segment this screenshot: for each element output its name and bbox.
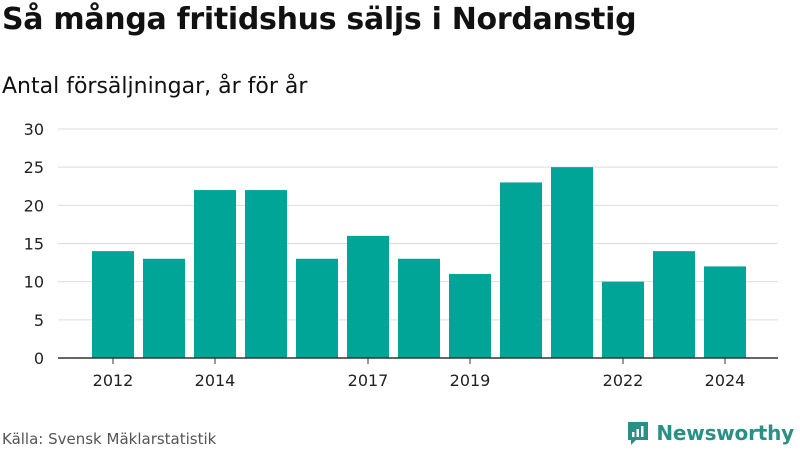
bar-2014 [194, 190, 236, 358]
x-tick-label: 2024 [705, 371, 746, 390]
y-tick-label: 5 [34, 311, 44, 330]
bar-2017 [347, 235, 389, 358]
bar-2023 [653, 251, 695, 358]
y-tick-label: 25 [24, 158, 44, 177]
bar-2012 [92, 251, 134, 358]
source-note: Källa: Svensk Mäklarstatistik [2, 430, 217, 448]
x-tick-label: 2014 [195, 371, 236, 390]
chart-title: Så många fritidshus säljs i Nordanstig [2, 2, 637, 37]
x-tick-label: 2012 [93, 371, 134, 390]
bar-2013 [143, 258, 185, 358]
y-tick-label: 15 [24, 235, 44, 254]
brand-logo: Newsworthy [626, 420, 794, 446]
x-tick-label: 2022 [603, 371, 644, 390]
bar-2015 [245, 190, 287, 358]
bar-2024 [704, 266, 746, 358]
bar-2022 [602, 281, 644, 358]
newsworthy-logo-icon [628, 422, 649, 445]
bar-2019 [449, 274, 491, 358]
y-tick-label: 30 [24, 120, 44, 139]
bar-2016 [296, 258, 338, 358]
chart-subtitle: Antal försäljningar, år för år [2, 74, 308, 99]
bar-2020 [500, 182, 542, 358]
y-tick-label: 10 [24, 273, 44, 292]
x-tick-label: 2019 [450, 371, 491, 390]
brand-name: Newsworthy [656, 421, 794, 445]
y-tick-label: 20 [24, 196, 44, 215]
bar-2018 [398, 258, 440, 358]
y-tick-label: 0 [34, 349, 44, 368]
bar-2021 [551, 167, 593, 358]
x-tick-label: 2017 [348, 371, 389, 390]
